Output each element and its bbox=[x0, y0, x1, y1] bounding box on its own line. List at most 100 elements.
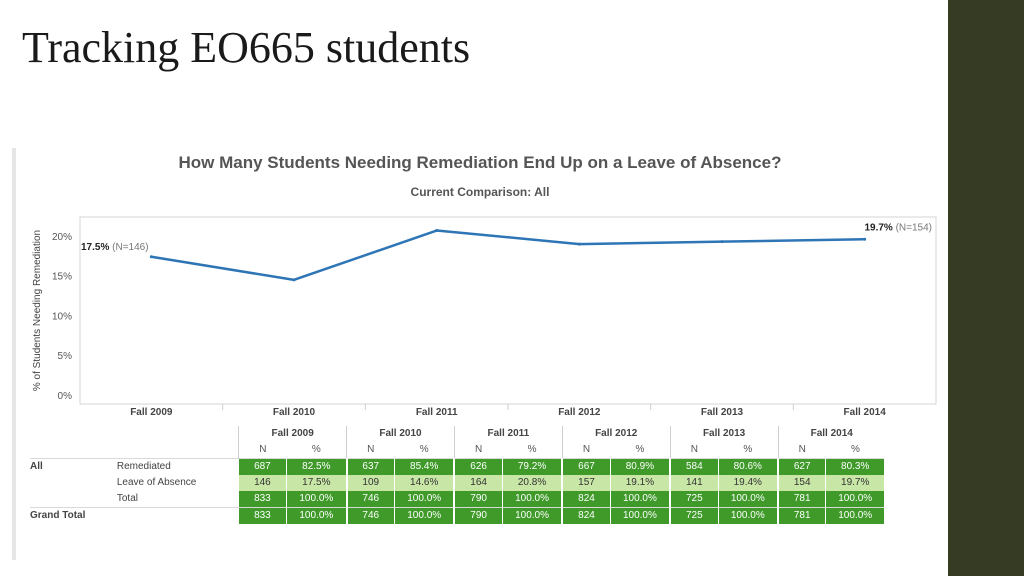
n-column-header: N bbox=[346, 442, 395, 459]
line-chart: 0% 5% 10% 15% 20% % of Students Needing Remed… bbox=[32, 216, 937, 418]
count-cell: 790 bbox=[454, 507, 503, 524]
group-label bbox=[30, 491, 117, 508]
series-line bbox=[151, 229, 865, 282]
count-cell: 667 bbox=[562, 458, 611, 475]
y-tick-label: 0% bbox=[58, 391, 73, 402]
table-row: Grand Total 833 100.0% 746 100.0% 790 100.0% 82… bbox=[30, 507, 887, 524]
pct-column-header: % bbox=[635, 444, 645, 455]
y-tick-label: 10% bbox=[52, 311, 72, 322]
table-row: Fall 2009 Fall 2010 Fall 2011 Fall 2012 Fall… bbox=[30, 426, 885, 442]
table-corner bbox=[30, 426, 117, 442]
count-cell: 824 bbox=[562, 491, 611, 508]
data-label: 17.5% (N=146) bbox=[81, 242, 149, 253]
n-column-header: N bbox=[238, 442, 287, 459]
count-cell: 725 bbox=[670, 507, 719, 524]
x-tick-label: Fall 2014 bbox=[844, 407, 887, 418]
data-point bbox=[863, 237, 867, 241]
count-cell: 833 bbox=[238, 507, 288, 524]
count-cell: 627 bbox=[778, 458, 827, 475]
chart-title: How Many Students Needing Remediation En… bbox=[178, 153, 782, 172]
percent-cell: 100.0% bbox=[718, 491, 779, 508]
left-edge-divider bbox=[12, 148, 16, 560]
year-header: Fall 2013 bbox=[669, 426, 778, 442]
n-column-header: N bbox=[669, 442, 719, 459]
x-tick-label: Fall 2012 bbox=[558, 407, 601, 418]
count-cell: 146 bbox=[238, 475, 288, 491]
percent-cell: 80.9% bbox=[610, 458, 672, 475]
row-label: Leave of Absence bbox=[116, 477, 197, 488]
n-column-header: N bbox=[453, 442, 503, 459]
percent-cell: 100.0% bbox=[394, 507, 456, 524]
percent-cell: 82.5% bbox=[286, 458, 348, 475]
data-point bbox=[292, 278, 296, 282]
count-cell: 637 bbox=[346, 458, 395, 475]
count-cell: 833 bbox=[238, 491, 288, 508]
table-corner bbox=[117, 442, 239, 459]
table-row: All Remediated 687 82.5% 637 85.4% 626 79.2% 667… bbox=[30, 458, 887, 475]
count-cell: 687 bbox=[238, 458, 288, 475]
pct-column-header: % bbox=[311, 444, 321, 455]
count-cell: 164 bbox=[454, 475, 503, 491]
percent-cell: 80.3% bbox=[825, 458, 887, 475]
pct-column-header: % bbox=[419, 444, 429, 455]
count-cell: 781 bbox=[778, 507, 827, 524]
percent-cell: 100.0% bbox=[286, 507, 348, 524]
count-cell: 781 bbox=[778, 491, 827, 508]
row-label: Remediated bbox=[116, 458, 239, 475]
row-label: Total bbox=[116, 493, 138, 504]
table-row: N% N% N% N% N% N% bbox=[30, 442, 885, 459]
table-row: Leave of Absence 146 17.5% 109 14.6% 164 20.8%… bbox=[30, 475, 887, 491]
percent-cell: 100.0% bbox=[502, 491, 564, 508]
count-cell: 141 bbox=[670, 475, 719, 491]
year-header: Fall 2011 bbox=[453, 426, 563, 442]
year-header: Fall 2010 bbox=[346, 426, 455, 442]
percent-cell: 100.0% bbox=[610, 507, 672, 524]
data-point bbox=[149, 255, 153, 259]
percent-cell: 100.0% bbox=[394, 491, 456, 508]
x-tick-label: Fall 2011 bbox=[416, 407, 458, 418]
slide-title: Tracking EO665 students bbox=[22, 23, 471, 72]
data-label: 19.7% (N=154) bbox=[864, 222, 932, 233]
percent-cell: 100.0% bbox=[286, 491, 348, 508]
percent-cell: 100.0% bbox=[825, 507, 887, 524]
grand-total-label: Grand Total bbox=[30, 507, 117, 524]
percent-cell: 20.8% bbox=[502, 475, 564, 491]
count-cell: 725 bbox=[670, 491, 719, 508]
pct-column-header: % bbox=[743, 444, 753, 455]
count-cell: 157 bbox=[562, 475, 611, 491]
y-tick-label: 20% bbox=[52, 232, 72, 243]
plot-frame bbox=[79, 216, 937, 405]
count-cell: 746 bbox=[346, 507, 395, 524]
percent-cell: 19.4% bbox=[718, 475, 779, 491]
y-tick-label: 15% bbox=[52, 272, 72, 283]
data-point bbox=[720, 240, 724, 244]
n-column-header: N bbox=[561, 442, 611, 459]
pct-column-header: % bbox=[527, 444, 537, 455]
percent-cell: 100.0% bbox=[825, 491, 887, 508]
count-cell: 746 bbox=[346, 491, 395, 508]
percent-cell: 79.2% bbox=[502, 458, 564, 475]
year-header: Fall 2012 bbox=[561, 426, 671, 442]
data-point bbox=[435, 229, 439, 233]
count-cell: 790 bbox=[454, 491, 503, 508]
y-axis-label: % of Students Needing Remediation bbox=[32, 230, 43, 391]
data-point bbox=[577, 242, 581, 246]
percent-cell: 19.7% bbox=[825, 475, 887, 491]
data-table: Fall 2009 Fall 2010 Fall 2011 Fall 2012 Fall… bbox=[30, 426, 887, 524]
percent-cell: 14.6% bbox=[394, 475, 456, 491]
percent-cell: 80.6% bbox=[718, 458, 779, 475]
percent-cell: 100.0% bbox=[502, 507, 564, 524]
n-column-header: N bbox=[777, 442, 826, 459]
count-cell: 154 bbox=[778, 475, 827, 491]
x-tick-label: Fall 2009 bbox=[130, 407, 173, 418]
chart-subtitle: Current Comparison: All bbox=[410, 185, 550, 199]
pct-column-header: % bbox=[851, 444, 860, 455]
percent-cell: 100.0% bbox=[718, 507, 779, 524]
count-cell: 584 bbox=[670, 458, 719, 475]
year-header: Fall 2009 bbox=[238, 426, 347, 442]
group-label bbox=[30, 475, 117, 491]
table-corner bbox=[117, 426, 239, 442]
table-corner bbox=[116, 507, 239, 524]
table-row: Total 833 100.0% 746 100.0% 790 100.0% 824 100.0… bbox=[30, 491, 887, 508]
percent-cell: 85.4% bbox=[394, 458, 456, 475]
